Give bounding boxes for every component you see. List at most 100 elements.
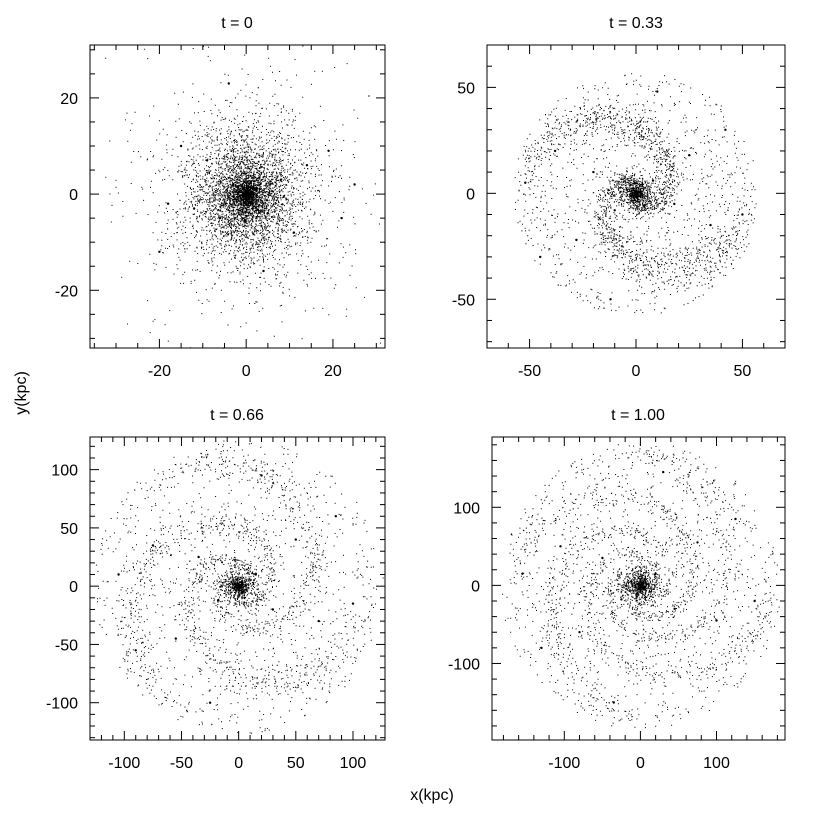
data-point (688, 154, 691, 157)
data-point (753, 599, 756, 603)
y-axis-label: y(kpc) (13, 371, 30, 415)
data-point (662, 470, 665, 474)
data-point (578, 631, 581, 634)
data-point (601, 556, 604, 560)
particle-field (105, 45, 386, 349)
data-point (734, 517, 737, 521)
data-point (696, 541, 699, 544)
data-point (227, 82, 230, 85)
data-point (117, 573, 120, 576)
panel-1: -20 0 20 -20 0 20 t = 0 (55, 15, 386, 380)
particle-dots (105, 45, 386, 349)
data-point (192, 207, 196, 210)
data-point (205, 159, 209, 162)
data-point (294, 538, 297, 541)
y-tick-label: 50 (457, 80, 475, 97)
data-point (151, 544, 155, 547)
x-tick-label: -50 (170, 755, 193, 772)
data-point (620, 598, 623, 601)
x-tick-label: 50 (287, 755, 305, 772)
x-tick-label: 0 (632, 363, 641, 380)
data-point (166, 202, 170, 205)
ticks: -100 -50 0 50 100 -100 -50 0 50 100 (46, 437, 385, 772)
panel-frame (89, 436, 386, 741)
data-point (340, 216, 343, 220)
data-point (216, 599, 220, 602)
data-point (208, 701, 212, 704)
panel-3: -100 -50 0 50 100 -100 -50 0 50 100 t = 0.66 (46, 407, 386, 772)
y-tick-label: 0 (69, 579, 78, 596)
x-tick-label: 100 (703, 755, 730, 772)
x-tick-label: 0 (234, 755, 243, 772)
panel-frame (89, 44, 386, 349)
x-tick-label: -50 (518, 363, 541, 380)
data-point (673, 607, 676, 610)
data-point (651, 179, 655, 182)
data-point (724, 128, 727, 131)
data-point (639, 584, 642, 587)
y-tick-label: -100 (46, 696, 78, 713)
x-tick-label: 0 (242, 363, 251, 380)
panel-title: t = 0.33 (609, 15, 663, 32)
data-point (741, 213, 744, 216)
y-tick-label: 100 (453, 500, 480, 517)
data-point (654, 572, 657, 575)
y-tick-label: 0 (69, 187, 78, 204)
data-point (553, 149, 557, 153)
panel-2: -50 0 50 -50 0 50 t = 0.33 (452, 15, 786, 380)
y-tick-label: 0 (471, 578, 480, 595)
data-point (656, 90, 659, 93)
y-tick-label: 20 (60, 91, 78, 108)
data-point (559, 545, 562, 548)
data-point (327, 149, 330, 152)
x-tick-label: -100 (548, 755, 580, 772)
data-point (197, 555, 200, 559)
panel-4: -100 0 100 -100 0 100 t = 1.00 (448, 407, 786, 772)
data-point (709, 223, 712, 227)
data-point (271, 608, 275, 611)
y-tick-label: -100 (448, 656, 480, 673)
data-point (715, 619, 718, 622)
particle-field (502, 444, 780, 729)
data-point (575, 238, 578, 242)
x-tick-label: 100 (340, 755, 367, 772)
ticks: -100 0 100 -100 0 100 (448, 437, 785, 772)
data-point (524, 181, 527, 184)
data-point (539, 255, 542, 259)
panel-title: t = 0.66 (210, 407, 264, 424)
data-point (158, 250, 161, 253)
data-point (260, 474, 263, 477)
y-tick-label: -50 (55, 637, 78, 654)
x-tick-label: 20 (324, 363, 342, 380)
data-point (592, 170, 595, 174)
data-point (134, 649, 137, 652)
data-point (353, 183, 356, 186)
data-point (179, 144, 183, 148)
data-point (237, 585, 240, 588)
data-point (174, 637, 177, 640)
data-point (673, 202, 676, 206)
data-point (232, 183, 235, 186)
x-tick-label: -20 (148, 363, 171, 380)
data-point (612, 701, 615, 704)
y-tick-label: 0 (466, 186, 475, 203)
x-tick-label: 0 (636, 755, 645, 772)
data-point (540, 646, 543, 650)
particle-dots (95, 440, 384, 734)
ticks: -20 0 20 -20 0 20 (55, 45, 385, 380)
x-tick-label: -100 (108, 755, 140, 772)
data-point (634, 192, 638, 195)
data-point (266, 212, 270, 215)
data-point (253, 188, 257, 191)
y-tick-label: 50 (60, 521, 78, 538)
data-point (262, 269, 265, 273)
data-point (521, 572, 524, 575)
data-point (334, 515, 337, 518)
data-point (245, 192, 248, 196)
panel-frame (491, 436, 786, 741)
y-tick-label: 100 (51, 463, 78, 480)
x-tick-label: 50 (734, 363, 752, 380)
data-point (609, 298, 612, 301)
particle-field (514, 73, 757, 314)
data-point (317, 619, 320, 623)
